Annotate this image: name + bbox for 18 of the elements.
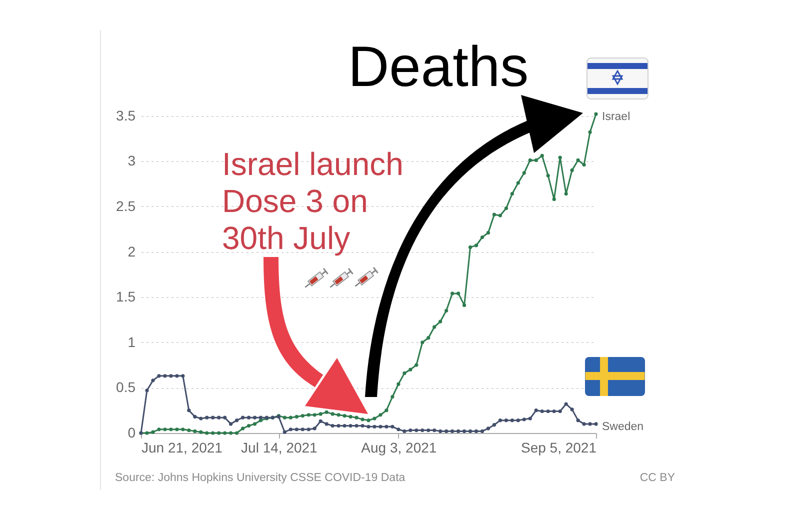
y-tick-label: 0.5 <box>116 379 136 396</box>
x-tick-label: Sep 5, 2021 <box>520 440 597 456</box>
y-tick-label: 2.5 <box>116 198 136 214</box>
y-tick-label: 1 <box>128 334 136 350</box>
y-tick-label: 1.5 <box>116 288 136 305</box>
text: CC BY <box>640 472 676 484</box>
y-tick-label: 0 <box>128 424 136 440</box>
series-label: Sweden <box>602 420 644 433</box>
x-tick-label: Jun 21, 2021 <box>142 440 223 456</box>
annotation: Israel launch Dose 3 on 30th July <box>222 146 404 256</box>
x-tick-label: Aug 3, 2021 <box>361 440 437 456</box>
y-tick-label: 2 <box>128 243 136 260</box>
y-tick-label: 3 <box>128 152 136 169</box>
y-tick-label: 3.5 <box>116 107 136 124</box>
x-tick-label: Jul 14, 2021 <box>241 440 318 456</box>
series-label: Israel <box>602 111 630 123</box>
source-note: Source: Johns Hopkins University CSSE COVID-19 Data <box>115 472 406 484</box>
chart-title: Deaths <box>348 35 529 99</box>
